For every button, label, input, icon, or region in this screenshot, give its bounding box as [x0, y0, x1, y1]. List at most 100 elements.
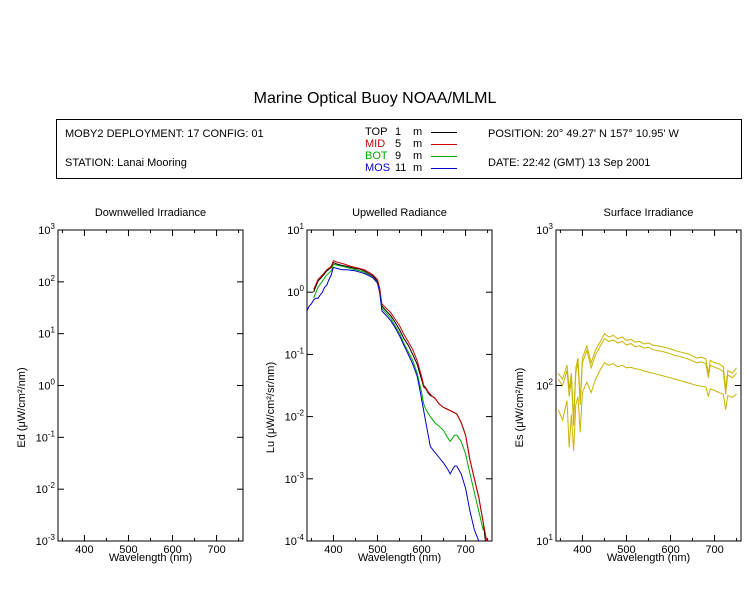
legend-item-mos: MOS 11 m — [365, 162, 465, 174]
x-tick-label: 700 — [705, 544, 723, 556]
y-tick-exp: -2 — [48, 481, 56, 490]
y-tick-exp: -2 — [297, 409, 305, 418]
y-axis-label: Lu (μW/cm²/sr/nm) — [265, 362, 277, 453]
y-tick-base: 10 — [285, 412, 297, 424]
series-line — [557, 333, 737, 421]
y-tick-base: 10 — [536, 225, 548, 237]
legend-depth: 1 — [395, 126, 402, 138]
y-tick-base: 10 — [36, 432, 48, 444]
series-line — [313, 260, 488, 541]
legend-line — [431, 156, 457, 157]
y-tick-label: 101 — [287, 222, 304, 237]
y-tick-base: 10 — [36, 484, 48, 496]
legend-unit: m — [413, 150, 423, 162]
x-tick-label: 700 — [207, 544, 225, 556]
y-tick-label: 10-3 — [36, 533, 56, 548]
y-tick-base: 10 — [285, 349, 297, 361]
y-tick-exp: 0 — [300, 284, 305, 293]
chart-title: Upwelled Radiance — [352, 207, 447, 219]
y-tick-label: 10-4 — [285, 533, 305, 548]
legend-item-top: TOP 1 m — [365, 126, 465, 138]
x-tick-label: 600 — [163, 544, 181, 556]
y-tick-exp: 1 — [51, 326, 56, 335]
legend-name: MOS — [365, 162, 391, 174]
y-tick-base: 10 — [536, 536, 548, 548]
chart-title: Downwelled Irradiance — [95, 207, 206, 219]
plot-frame — [306, 229, 493, 542]
series-line — [307, 266, 480, 541]
legend-line — [431, 168, 457, 169]
x-tick-label: 500 — [119, 544, 137, 556]
y-tick-label: 103 — [38, 222, 55, 237]
station-label: STATION: Lanai Mooring — [65, 157, 187, 169]
y-tick-exp: 0 — [51, 378, 56, 387]
chart-title: Surface Irradiance — [604, 207, 694, 219]
legend-name: TOP — [365, 126, 388, 138]
legend-depth: 5 — [395, 138, 402, 150]
plot-frame — [555, 229, 742, 542]
y-tick-exp: -3 — [48, 533, 56, 542]
legend-unit: m — [413, 162, 423, 174]
x-tick-label: 500 — [617, 544, 635, 556]
y-tick-exp: -3 — [297, 471, 305, 480]
legend-item-bot: BOT 9 m — [365, 150, 465, 162]
y-tick-label: 10-1 — [36, 429, 56, 444]
y-tick-exp: 1 — [300, 222, 305, 231]
x-axis-label: Wavelength (nm) — [109, 552, 192, 564]
series-line — [313, 263, 484, 531]
x-axis-label: Wavelength (nm) — [358, 552, 441, 564]
y-tick-base: 10 — [287, 225, 299, 237]
x-tick-label: 700 — [456, 544, 474, 556]
y-axis-label: Ed (μW/cm²/nm) — [16, 367, 28, 447]
y-tick-base: 10 — [285, 474, 297, 486]
x-tick-label: 600 — [661, 544, 679, 556]
y-tick-label: 10-2 — [285, 409, 305, 424]
x-tick-label: 400 — [324, 544, 342, 556]
y-tick-exp: 1 — [549, 533, 554, 542]
x-tick-label: 400 — [573, 544, 591, 556]
y-tick-exp: -4 — [297, 533, 305, 542]
x-tick-label: 400 — [75, 544, 93, 556]
y-tick-label: 100 — [38, 378, 55, 393]
y-tick-exp: 3 — [51, 222, 56, 231]
x-tick-label: 500 — [368, 544, 386, 556]
y-tick-label: 101 — [536, 533, 553, 548]
y-tick-exp: 3 — [549, 222, 554, 231]
x-tick-label: 600 — [412, 544, 430, 556]
y-tick-label: 101 — [38, 326, 55, 341]
legend-name: MID — [365, 138, 386, 150]
x-axis-label: Wavelength (nm) — [607, 552, 690, 564]
legend-name: BOT — [365, 150, 388, 162]
legend-item-mid: MID 5 m — [365, 138, 465, 150]
y-tick-label: 102 — [38, 274, 55, 289]
series-line — [557, 338, 737, 426]
y-tick-label: 100 — [287, 284, 304, 299]
y-tick-exp: -1 — [48, 429, 56, 438]
page-title: Marine Optical Buoy NOAA/MLML — [253, 90, 497, 107]
y-tick-base: 10 — [536, 381, 548, 393]
y-tick-label: 10-3 — [285, 471, 305, 486]
legend-unit: m — [413, 126, 423, 138]
y-tick-exp: 2 — [51, 274, 56, 283]
y-tick-exp: 2 — [549, 378, 554, 387]
y-tick-exp: -1 — [297, 346, 305, 355]
info-box: MOBY2 DEPLOYMENT: 17 CONFIG: 01 STATION:… — [56, 119, 742, 179]
y-tick-label: 102 — [536, 378, 553, 393]
y-axis-label: Es (μW/cm²/nm) — [514, 368, 526, 448]
y-tick-label: 103 — [536, 222, 553, 237]
legend-line — [431, 132, 457, 133]
y-tick-label: 10-2 — [36, 481, 56, 496]
plot-frame — [57, 229, 244, 542]
series-line — [313, 261, 486, 541]
y-tick-base: 10 — [38, 225, 50, 237]
y-tick-base: 10 — [38, 277, 50, 289]
y-tick-base: 10 — [38, 329, 50, 341]
legend-unit: m — [413, 138, 423, 150]
deployment-label: MOBY2 DEPLOYMENT: 17 CONFIG: 01 — [65, 128, 264, 140]
y-tick-base: 10 — [285, 536, 297, 548]
legend-depth: 9 — [395, 150, 402, 162]
series-line — [557, 362, 737, 451]
